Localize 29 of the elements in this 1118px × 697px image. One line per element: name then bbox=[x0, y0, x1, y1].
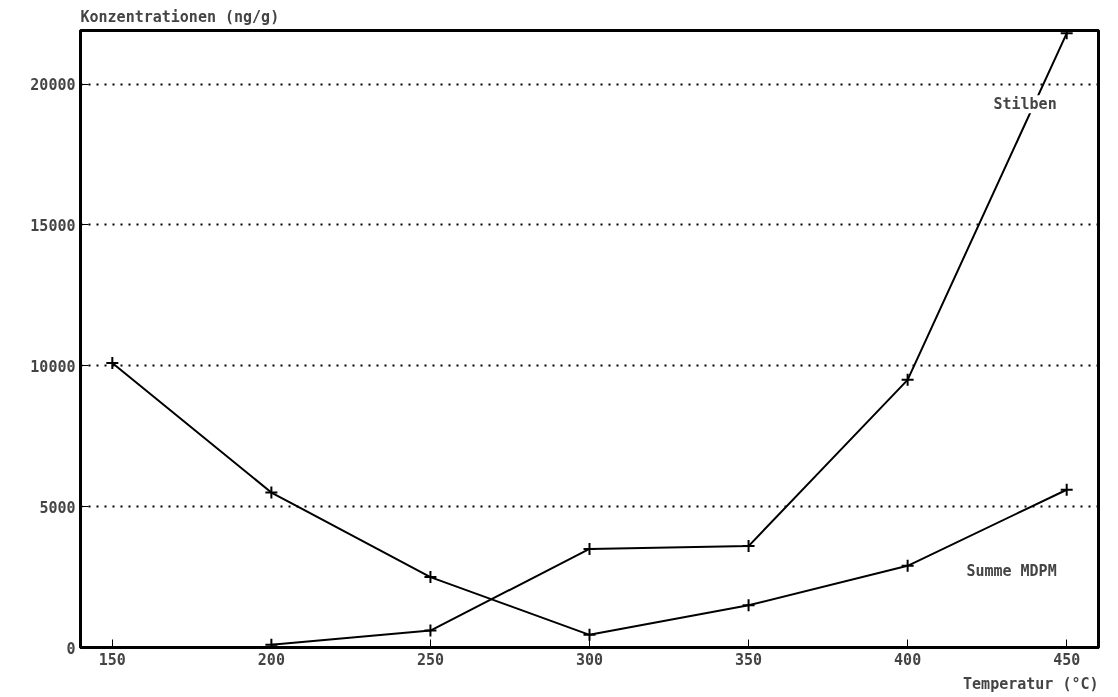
point bbox=[105, 355, 120, 370]
point bbox=[900, 558, 915, 573]
x-axis-title: Temperatur (°C) bbox=[963, 674, 1099, 693]
y-tick-label: 10000 bbox=[30, 357, 76, 376]
point bbox=[423, 623, 438, 638]
point bbox=[264, 637, 279, 648]
x-tick-label: 250 bbox=[416, 650, 444, 669]
y-axis-title: Konzentrationen (ng/g) bbox=[80, 7, 280, 26]
point bbox=[264, 485, 279, 500]
x-tick-label: 200 bbox=[257, 650, 285, 669]
x-tick-label: 150 bbox=[98, 650, 126, 669]
x-tick-label: 350 bbox=[735, 650, 763, 669]
y-tick-label: 20000 bbox=[30, 76, 76, 95]
point bbox=[582, 627, 597, 642]
point bbox=[1059, 482, 1074, 497]
x-tick-label: 300 bbox=[575, 650, 604, 669]
y-tick-label: 15000 bbox=[30, 216, 76, 235]
x-tick-label: 450 bbox=[1053, 650, 1081, 669]
point bbox=[900, 372, 915, 387]
y-tick-label: 5000 bbox=[39, 498, 76, 517]
point bbox=[423, 570, 438, 585]
y-tick-label: 0 bbox=[66, 639, 76, 658]
x-tick-label: 400 bbox=[894, 650, 922, 669]
series-label: Stilben bbox=[993, 95, 1057, 114]
point bbox=[741, 598, 756, 613]
point bbox=[582, 541, 597, 556]
point bbox=[741, 539, 756, 554]
point bbox=[1059, 30, 1074, 41]
series-label: Summe MDPM bbox=[966, 561, 1057, 580]
